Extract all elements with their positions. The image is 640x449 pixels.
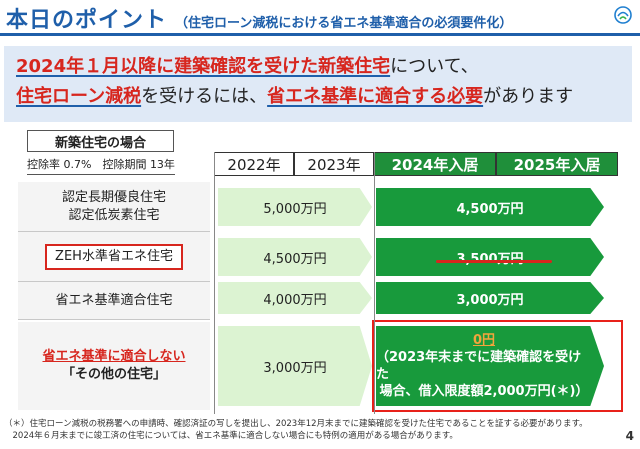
column-header-2022: 2022年 [214,152,294,176]
limit-2022-2023-certified: 5,000万円 [218,188,372,226]
row-label-other-housing: 「その他の住宅」 [61,367,166,382]
footnote-line: （＊）住宅ローン減税の税務署への申請時、確認済証の写しを提出し、2023年12月… [4,419,588,429]
title-rule [0,33,640,36]
title-subtitle: （住宅ローン減税における省エネ基準適合の必須要件化） [175,16,513,31]
limit-2024-2025-energy-standard: 3,000万円 [376,282,604,314]
row-label-line: 認定長期優良住宅 [61,189,166,205]
banner-text: を受けるには、 [141,86,268,107]
deduction-rate-text: 控除率 0.7% 控除期間 13年 [27,156,175,175]
logo-icon [614,6,632,24]
row-label-line: 認定低炭素住宅 [68,207,160,223]
page-number: 4 [625,429,634,443]
column-header-2023: 2023年 [294,152,374,176]
zeh-label-box: ZEH水準省エネ住宅 [45,243,183,270]
page-title: 本日のポイント （住宅ローン減税における省エネ基準適合の必須要件化） [6,2,513,33]
limit-2022-2023-other: 3,000万円 [218,326,372,406]
row-label-zeh: ZEH水準省エネ住宅 [18,232,210,282]
banner-text: について、 [390,56,479,77]
section-label: 新築住宅の場合 [27,130,174,152]
banner-line-2: 住宅ローン減税を受けるには、省エネ基準に適合する必要があります [16,82,624,112]
limit-2024-2025-other: 0円 （2023年末までに建築確認を受けた 場合、借入限度額2,000万円(＊)… [376,326,604,406]
title-main: 本日のポイント [6,8,168,33]
banner-highlight-requirement: 省エネ基準に適合する必要 [267,86,484,107]
exception-note-line: （2023年末までに建築確認を受けた [376,350,582,382]
banner-highlight-date: 2024年１月以降に建築確認を受けた新築住宅 [16,56,391,77]
banner-line-1: 2024年１月以降に建築確認を受けた新築住宅について、 [16,52,624,82]
row-label-line: 省エネ基準適合住宅 [55,292,173,308]
limit-2022-2023-zeh: 4,500万円 [218,238,372,276]
summary-banner: 2024年１月以降に建築確認を受けた新築住宅について、 住宅ローン減税を受けるに… [4,46,632,122]
column-header-2025: 2025年入居 [496,152,618,176]
footnote: （＊）住宅ローン減税の税務署への申請時、確認済証の写しを提出し、2023年12月… [4,418,588,442]
limit-2024-2025-certified: 4,500万円 [376,188,604,226]
banner-text: があります [483,86,574,107]
zero-yen-value: 0円 [472,333,496,348]
row-label-red: 省エネ基準に適合しない [42,349,186,364]
column-header-2024: 2024年入居 [374,152,496,176]
other-housing-highlight-box [372,320,623,412]
exception-note-line: 場合、借入限度額2,000万円(＊)） [379,384,589,399]
zeh-red-underline [436,260,552,263]
row-label-other: 省エネ基準に適合しない 「その他の住宅」 [18,322,210,410]
row-label-certified: 認定長期優良住宅 認定低炭素住宅 [18,182,210,232]
row-label-energy-standard: 省エネ基準適合住宅 [18,282,210,320]
limit-2024-2025-zeh: 3,500万円 [376,238,604,276]
banner-highlight-tax: 住宅ローン減税 [16,86,142,107]
footnote-line: 2024年６月末までに竣工済の住宅については、省エネ基準に適合しない場合にも特例… [4,431,458,441]
grid-divider [374,152,375,414]
grid-divider [214,152,215,414]
limit-2022-2023-energy-standard: 4,000万円 [218,282,372,314]
